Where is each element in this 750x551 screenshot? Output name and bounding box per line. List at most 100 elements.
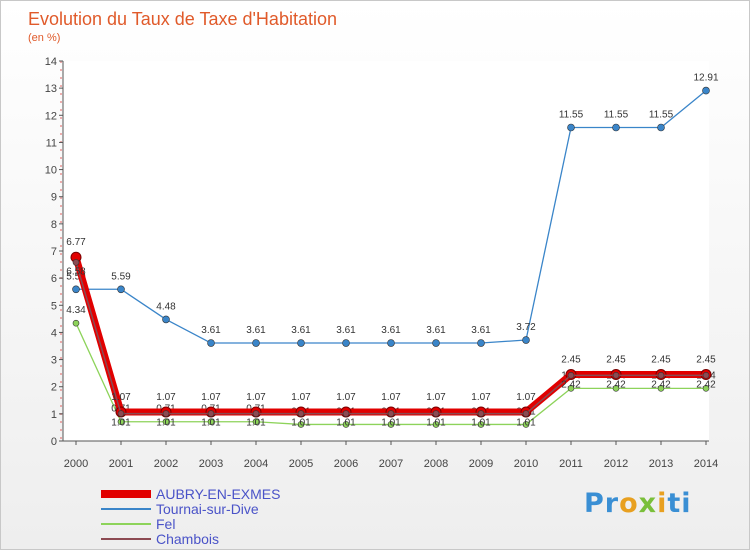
data-label: 1.01 xyxy=(111,418,131,429)
data-label: 11.55 xyxy=(604,110,629,121)
legend-label: Fel xyxy=(156,516,175,532)
data-point xyxy=(297,421,305,428)
data-point xyxy=(612,123,620,132)
y-tick-label: 7 xyxy=(51,246,57,258)
data-point xyxy=(72,285,80,294)
data-point xyxy=(702,86,710,95)
series-layer: 4.340.710.710.710.710.610.610.610.610.61… xyxy=(66,73,719,429)
data-point xyxy=(657,123,665,132)
data-label: 6.58 xyxy=(66,266,86,277)
legend-label: Tournai-sur-Dive xyxy=(156,501,259,517)
legend-label: Chambois xyxy=(156,531,219,547)
data-label: 1.07 xyxy=(336,392,356,403)
data-label: 1.07 xyxy=(471,392,491,403)
data-point xyxy=(522,421,530,428)
data-point xyxy=(72,259,80,266)
data-label: 2.45 xyxy=(651,355,671,366)
data-label: 3.61 xyxy=(291,325,311,336)
y-tick-label: 13 xyxy=(45,83,57,95)
data-label: 1.07 xyxy=(426,392,446,403)
data-point xyxy=(162,418,170,426)
data-label: 2.42 xyxy=(561,379,581,390)
data-label: 1.07 xyxy=(111,392,131,403)
series-tournai-sur-dive: 5.59 5.59 4.48 3.61 3.61 3.61 3.61 3.61 3.61 3.61… xyxy=(66,73,719,347)
data-point xyxy=(162,410,170,417)
data-label: 1.01 xyxy=(291,418,311,429)
data-point xyxy=(297,410,305,417)
x-tick-label: 2007 xyxy=(379,458,403,470)
data-point xyxy=(432,339,440,347)
y-tick-label: 11 xyxy=(46,137,57,149)
data-label: 12.91 xyxy=(693,73,718,84)
data-point xyxy=(117,410,125,417)
data-point xyxy=(117,418,125,426)
data-label: 11.55 xyxy=(649,110,674,121)
y-tick-label: 12 xyxy=(45,110,57,122)
data-label: 1.01 xyxy=(201,418,221,429)
x-tick-label: 2012 xyxy=(604,458,628,470)
data-label: 5.59 xyxy=(66,271,86,282)
y-tick-label: 4 xyxy=(51,327,57,339)
data-point xyxy=(72,319,80,327)
data-point xyxy=(162,315,170,324)
data-label: 1.01 xyxy=(381,418,401,429)
x-tick-label: 2000 xyxy=(64,458,88,470)
data-point xyxy=(387,410,395,417)
data-label: 1.07 xyxy=(516,392,536,403)
data-point xyxy=(567,123,575,132)
data-point xyxy=(117,285,125,294)
data-point xyxy=(522,336,530,344)
y-tick-label: 10 xyxy=(45,165,57,177)
data-label: 2.45 xyxy=(696,355,716,366)
data-label: 1.01 xyxy=(336,418,356,429)
data-point xyxy=(702,372,710,379)
x-tick-label: 2014 xyxy=(694,458,718,470)
x-tick-label: 2010 xyxy=(514,458,538,470)
y-tick-label: 6 xyxy=(51,273,57,285)
data-point xyxy=(612,372,620,379)
data-point xyxy=(252,339,260,347)
y-tick-label: 1 xyxy=(51,409,57,421)
data-label: 3.61 xyxy=(336,325,356,336)
x-tick-label: 2011 xyxy=(559,458,583,470)
x-tick-label: 2002 xyxy=(154,458,178,470)
y-tick-label: 8 xyxy=(51,219,57,231)
data-point xyxy=(432,421,440,428)
data-label: 1.07 xyxy=(246,392,266,403)
y-tick-label: 14 xyxy=(45,56,57,68)
data-label: 1.07 xyxy=(156,392,176,403)
data-point xyxy=(612,385,620,392)
data-point xyxy=(477,339,485,347)
data-point xyxy=(567,372,575,379)
data-label: 2.45 xyxy=(606,355,626,366)
data-label: 6.77 xyxy=(66,237,86,248)
data-label: 1.01 xyxy=(156,418,176,429)
data-label: 1.07 xyxy=(381,392,401,403)
x-tick-label: 2008 xyxy=(424,458,448,470)
data-label: 2.42 xyxy=(696,379,716,390)
data-point xyxy=(207,410,215,417)
data-label: 1.07 xyxy=(201,392,221,403)
y-tick-label: 5 xyxy=(51,300,57,312)
data-label: 3.61 xyxy=(246,325,266,336)
x-tick-label: 2009 xyxy=(469,458,493,470)
legend-label: AUBRY-EN-EXMES xyxy=(156,486,280,502)
data-point xyxy=(342,410,350,417)
proxiti-logo: Proxiti xyxy=(584,488,692,519)
data-point xyxy=(657,385,665,392)
x-tick-label: 2006 xyxy=(334,458,358,470)
y-tick-label: 0 xyxy=(51,436,57,448)
data-label: 1.01 xyxy=(516,418,536,429)
data-label: 3.61 xyxy=(201,325,221,336)
data-label: 1.01 xyxy=(246,418,266,429)
x-tick-label: 2003 xyxy=(199,458,223,470)
data-point xyxy=(477,421,485,428)
data-label: 4.48 xyxy=(156,301,176,312)
data-point xyxy=(252,410,260,417)
data-label: 2.42 xyxy=(651,379,671,390)
data-label: 3.61 xyxy=(471,325,491,336)
data-point xyxy=(207,339,215,347)
data-point xyxy=(477,410,485,417)
